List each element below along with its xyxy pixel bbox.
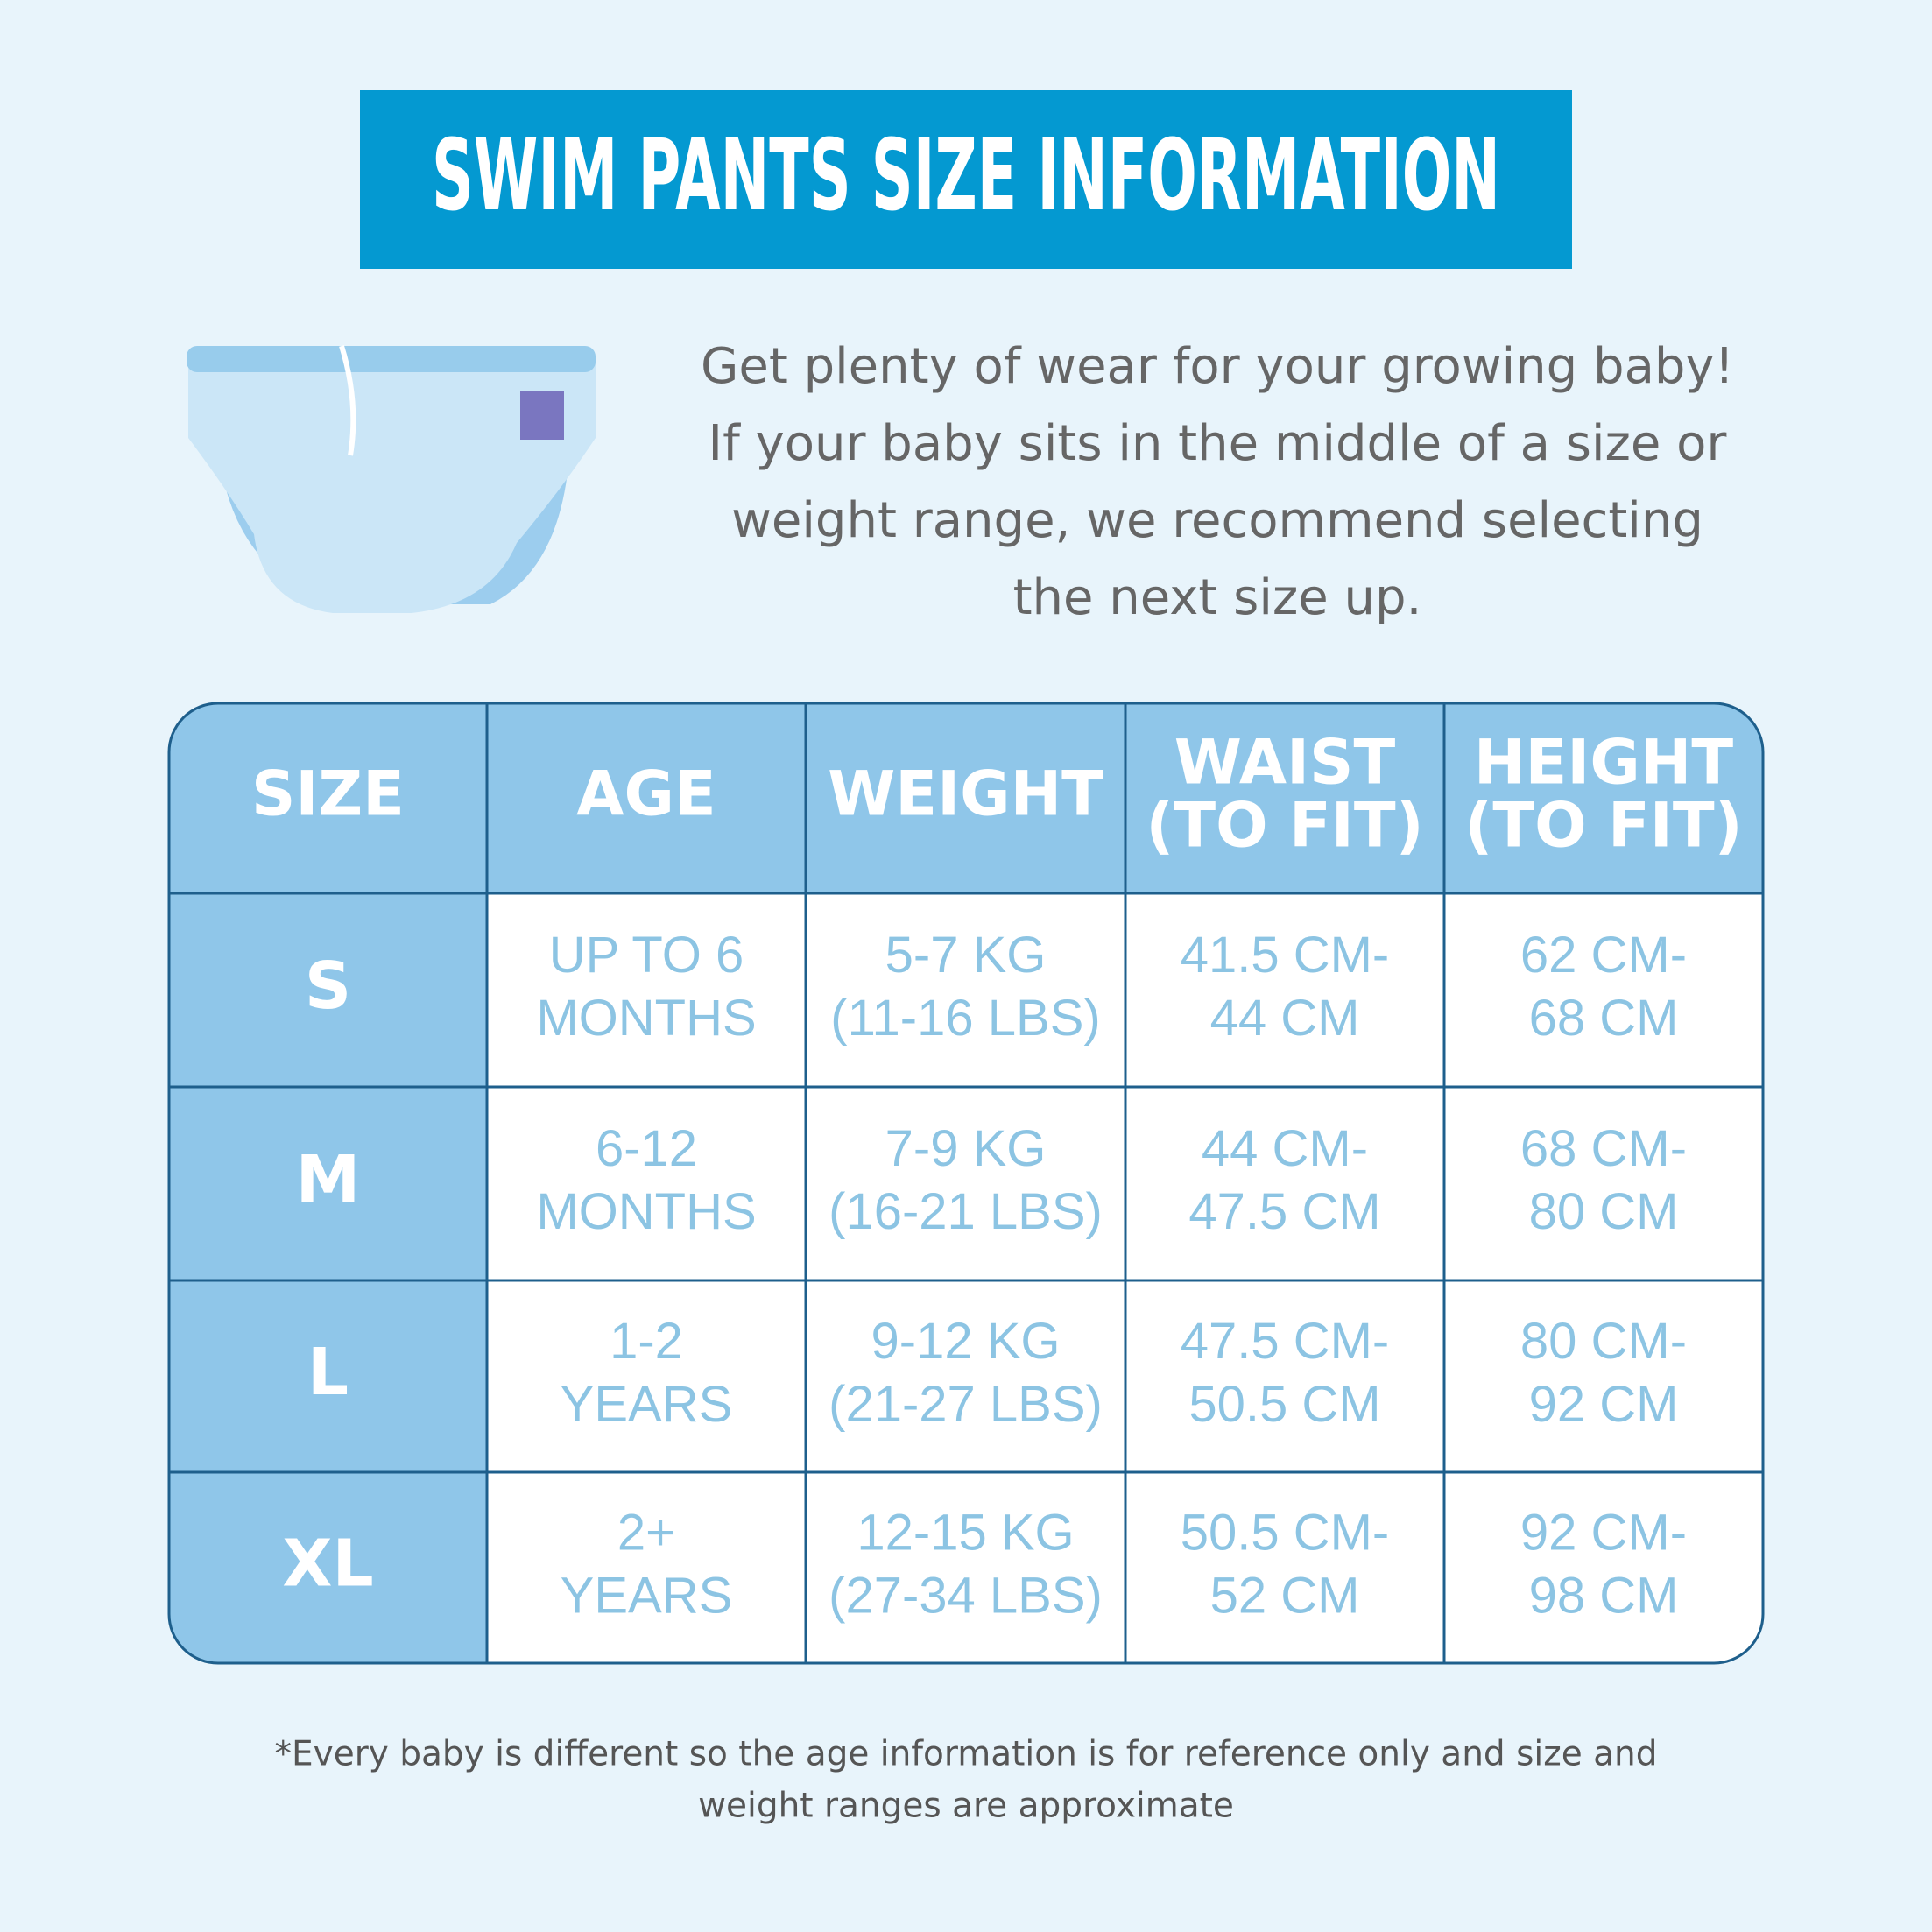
table-cell: 92 CM- [1520,1504,1687,1561]
table-text: SIZE AGE WEIGHT WAIST(TO FIT)HEIGHT(TO FIT)… [251,727,1743,1625]
table-cell: 44 CM- [1202,1120,1368,1177]
table-cell: 80 CM [1529,1183,1679,1240]
table-cell: MONTHS [536,990,756,1047]
size-label: M [296,1142,361,1217]
table-cell: 52 CM [1210,1567,1360,1624]
size-table [169,703,1763,1663]
title-banner [360,90,1572,269]
size-label: XL [282,1527,373,1602]
table-cell: 7-9 KG [885,1120,1047,1177]
table-cell: 12-15 KG [857,1504,1074,1561]
table-cell: YEARS [561,1567,733,1624]
table-cell: YEARS [561,1376,733,1433]
table-cell: 41.5 CM- [1181,927,1390,984]
table-cell: (27-34 LBS) [829,1567,1103,1624]
intro-line: If your baby sits in the middle of a siz… [709,415,1728,472]
table-cell: 1-2 [610,1313,683,1370]
size-label: S [305,948,351,1024]
column-header: (TO FIT) [1146,790,1423,862]
size-label: L [307,1335,349,1410]
column-header: WEIGHT [828,758,1103,830]
footnote-line: weight ranges are approximate [698,1787,1234,1826]
column-header: SIZE [251,758,405,830]
table-border [167,702,1765,1665]
table-cell: 2+ [617,1504,675,1561]
table-cell: 50.5 CM [1188,1376,1380,1433]
table-cell: 68 CM- [1520,1120,1687,1177]
table-cell: 62 CM- [1520,927,1687,984]
column-header: (TO FIT) [1464,790,1742,862]
intro-line: Get plenty of wear for your growing baby… [701,338,1734,395]
intro-line: the next size up. [1013,569,1422,626]
table-cell: 68 CM [1529,990,1679,1047]
table-cell: 92 CM [1529,1376,1679,1433]
table-cell: 50.5 CM- [1181,1504,1390,1561]
footnote-line: *Every baby is different so the age info… [275,1735,1658,1774]
table-cell: MONTHS [536,1183,756,1240]
table-cell: (11-16 LBS) [830,990,1100,1047]
table-cell: 98 CM [1529,1567,1679,1624]
table-cell: 9-12 KG [871,1313,1061,1370]
table-cell: 6-12 [596,1120,697,1177]
column-header: HEIGHT [1474,727,1733,799]
table-cell: 80 CM- [1520,1313,1687,1370]
intro-line: weight range, we recommend selecting [731,492,1703,549]
title: SWIM PANTS SIZE INFORMATION [432,119,1500,233]
table-cell: 47.5 CM- [1181,1313,1390,1370]
table-cell: (21-27 LBS) [829,1376,1103,1433]
diaper-illustration [187,345,596,613]
footnote: *Every baby is different so the age info… [275,1735,1658,1826]
column-header: WAIST [1174,727,1396,799]
table-cell: 44 CM [1210,990,1360,1047]
table-cell: 47.5 CM [1188,1183,1380,1240]
column-header: AGE [576,758,716,830]
table-cell: (16-21 LBS) [829,1183,1103,1240]
table-cell: 5-7 KG [885,927,1047,984]
intro-text: Get plenty of wear for your growing baby… [701,338,1734,626]
table-cell: UP TO 6 [549,927,744,984]
